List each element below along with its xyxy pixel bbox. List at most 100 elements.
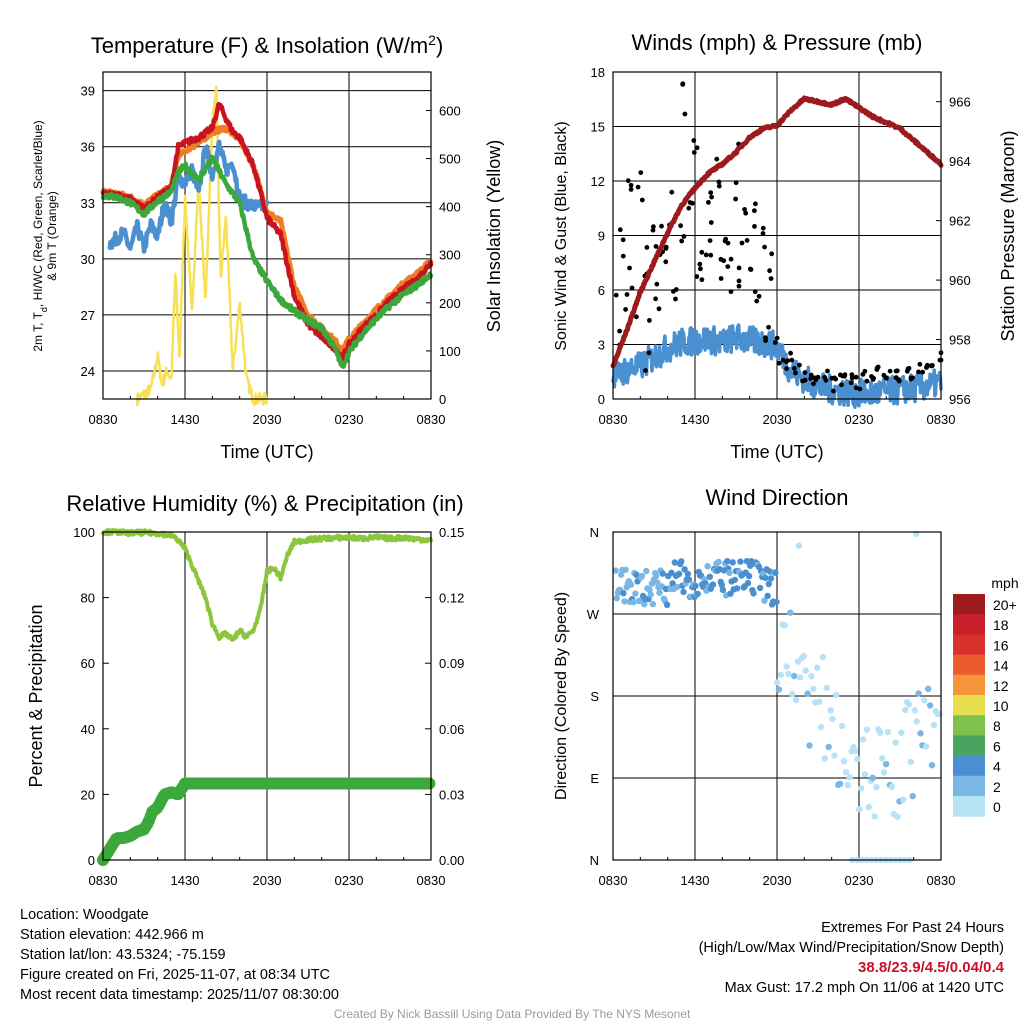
gust-point: [647, 318, 652, 323]
gust-point: [687, 200, 693, 205]
direction-point: [808, 673, 815, 680]
gust-point: [673, 296, 678, 302]
y-tick-label: S: [590, 689, 599, 704]
legend-swatch: [953, 715, 985, 736]
gust-point: [825, 368, 830, 374]
gust-point: [917, 361, 923, 367]
y-tick-label: W: [587, 607, 600, 622]
y2-tick-label: 0.03: [439, 787, 464, 802]
temperature-lines: [100, 85, 434, 407]
direction-point: [863, 726, 871, 733]
gust-point: [870, 377, 876, 382]
latlon-text: Station lat/lon: 43.5324; -75.159: [20, 947, 226, 963]
gust-point: [691, 138, 697, 143]
direction-point: [917, 730, 924, 737]
gust-point: [707, 238, 713, 244]
x-tick-label: 0830: [599, 412, 628, 427]
direction-point: [871, 813, 878, 820]
gust-point: [627, 265, 632, 271]
gust-point: [728, 256, 734, 262]
direction-point: [873, 784, 880, 791]
y-axis-label: Direction (Colored By Speed): [553, 592, 570, 800]
extremes-subtitle: (High/Low/Max Wind/Precipitation/Snow De…: [698, 940, 1004, 956]
gust-point: [760, 231, 766, 236]
direction-point: [926, 702, 934, 709]
direction-point: [861, 771, 869, 778]
created-text: Figure created on Fri, 2025-11-07, at 08…: [20, 967, 331, 983]
relative-humidity-line: [101, 527, 433, 642]
direction-point: [704, 563, 711, 570]
direction-point: [825, 743, 832, 751]
y-axis-label-text: Sonic Wind & Gust (Blue, Black): [553, 121, 570, 350]
x-tick-label: 0230: [335, 873, 364, 888]
gust-point: [669, 189, 675, 195]
gust-point: [733, 180, 739, 186]
x-axis-label: Time (UTC): [220, 442, 313, 462]
x-tick-label: 0230: [335, 412, 364, 427]
y2-tick-label: 0.09: [439, 656, 464, 671]
x-tick-label: 0830: [927, 412, 956, 427]
direction-point: [744, 579, 752, 587]
y2-axis-label-text: Solar Insolation (Yellow): [484, 140, 504, 332]
direction-point: [733, 585, 741, 592]
gust-point: [808, 372, 814, 378]
y2-tick-label: 100: [439, 344, 461, 359]
gust-point: [650, 227, 656, 233]
direction-point: [641, 601, 648, 608]
y2-tick-label: 0.15: [439, 525, 464, 540]
gust-point: [811, 381, 816, 387]
y-tick-label: 0: [88, 853, 95, 868]
direction-point: [800, 652, 807, 660]
gust-point: [678, 223, 683, 229]
gust-point: [767, 268, 772, 274]
direction-point: [649, 600, 657, 608]
gust-point: [802, 377, 808, 383]
y-tick-label: 0: [598, 392, 605, 407]
direction-point: [647, 591, 654, 598]
direction-point: [694, 590, 701, 598]
panel-4-title: Wind Direction: [705, 485, 848, 510]
plot-border: [612, 531, 942, 861]
panel-2: 0830 1430 2030 0230 0830 0 3 6 9 12 15 18 956 958 960 9…: [553, 30, 1018, 462]
gust-point: [739, 240, 745, 246]
gust-point: [894, 368, 900, 374]
direction-point: [902, 706, 909, 714]
direction-point: [921, 697, 928, 704]
gust-point: [617, 328, 622, 334]
y2-tick-label: 0: [439, 392, 446, 407]
gust-point: [643, 368, 648, 373]
direction-point: [632, 590, 639, 597]
gust-point: [723, 236, 729, 242]
panel-1: 0830 1430 2030 0230 0830 24 27 30 33 36 39 0 100 200 3…: [31, 32, 504, 462]
direction-point: [678, 558, 685, 565]
direction-point: [613, 595, 620, 602]
y-tick-label: E: [590, 771, 599, 786]
y-tick-label: 9: [598, 229, 605, 244]
gust-point: [752, 208, 757, 214]
gust-point: [656, 306, 662, 312]
gust-point: [635, 184, 641, 190]
legend-swatch: [953, 654, 985, 676]
direction-point: [833, 691, 840, 698]
wind-chill-line: [107, 139, 270, 254]
y2-tick-label: 300: [439, 248, 461, 263]
legend-label: 2: [993, 779, 1001, 795]
y-tick-label: 12: [591, 174, 605, 189]
gust-point: [691, 150, 697, 155]
gust-point: [617, 227, 623, 233]
gust-point: [629, 285, 635, 291]
direction-point: [913, 718, 920, 725]
x-tick-label: 1430: [681, 873, 710, 888]
y-axis-label-text: Percent & Precipitation: [26, 604, 46, 787]
gust-point: [924, 362, 930, 368]
gust-point: [887, 368, 893, 374]
direction-point: [724, 558, 731, 565]
gust-point: [624, 292, 630, 297]
station-pressure-line: [610, 95, 944, 369]
gust-point: [789, 357, 795, 363]
direction-point: [827, 707, 834, 714]
y-tick-label: 6: [598, 283, 605, 298]
y-tick-label: 18: [591, 65, 605, 80]
legend-label: 16: [993, 637, 1009, 653]
panel-2-title: Winds (mph) & Pressure (mb): [632, 30, 923, 55]
